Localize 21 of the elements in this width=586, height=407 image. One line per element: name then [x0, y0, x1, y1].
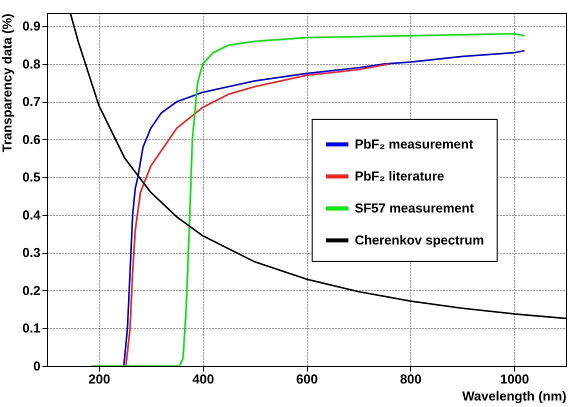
y-tick-label: 0.4 [22, 207, 42, 222]
legend-label: Cherenkov spectrum [354, 232, 484, 248]
legend-label: PbF₂ literature [354, 168, 444, 184]
x-tick-label: 1000 [500, 372, 530, 386]
legend-label: SF57 measurement [354, 200, 475, 216]
x-tick-label: 800 [400, 372, 422, 386]
x-tick-label: 400 [192, 372, 214, 386]
legend-label: PbF₂ measurement [354, 136, 474, 152]
x-tick-label: 200 [88, 372, 110, 386]
y-tick-label: 0.9 [22, 18, 40, 34]
y-tick-label: 0.3 [22, 245, 40, 260]
y-tick-label: 0.6 [22, 132, 40, 147]
y-tick-label: 0.5 [22, 170, 40, 185]
x-tick-label: 600 [296, 372, 318, 386]
y-tick-label: 0.8 [22, 56, 40, 72]
y-axis-title: Transparency data (%) [0, 14, 14, 152]
x-axis-title: Wavelength (nm) [462, 388, 566, 404]
y-tick-label: 0.2 [22, 282, 40, 298]
y-tick-label: 0.7 [22, 94, 40, 110]
y-tick-label: 0.1 [22, 320, 40, 336]
y-tick-label: 0 [33, 358, 40, 374]
